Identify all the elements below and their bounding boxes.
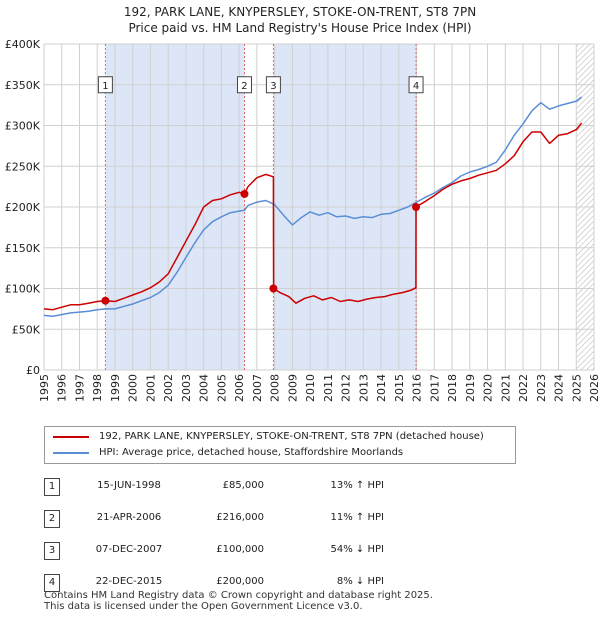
x-tick-label: 2011 [322, 374, 335, 402]
sale-number-box [97, 76, 113, 94]
x-tick-label: 2012 [340, 374, 353, 402]
series-line-hpi [43, 96, 583, 317]
sale-number-label: 1 [102, 81, 108, 92]
x-tick-label: 2014 [375, 374, 388, 402]
sale-date: 07-DEC-2007 [95, 544, 163, 555]
sale-number-badge: 1 [44, 478, 60, 496]
sale-hpi-diff: 8% ↓ HPI [336, 576, 384, 587]
sales-table-row: 4 22-DEC-2015 £200,000 8% ↓ HPI [44, 570, 564, 602]
series-line-property [43, 122, 583, 311]
x-tick-label: 2000 [127, 374, 140, 402]
sale-number-label: 2 [241, 81, 247, 92]
y-tick-label: £150K [5, 242, 41, 255]
footer-licence: This data is licensed under the Open Gov… [44, 601, 363, 612]
x-tick-label: 2015 [393, 374, 406, 402]
y-tick-label: £250K [5, 160, 41, 173]
x-tick-label: 1998 [91, 374, 104, 402]
chart-legend: 192, PARK LANE, KNYPERSLEY, STOKE-ON-TRE… [44, 426, 516, 464]
price-chart: 1 2 3 4 £0 £50K £100K £150K £200K £250K £300K £350… [5, 38, 600, 402]
x-tick-label: 2009 [286, 374, 299, 402]
x-tick-label: 1995 [38, 374, 51, 402]
sale-number-badge: 3 [44, 542, 60, 560]
x-tick-label: 2006 [233, 374, 246, 402]
sale-number-label: 3 [270, 81, 276, 92]
sales-table-row: 3 07-DEC-2007 £100,000 54% ↓ HPI [44, 538, 564, 570]
y-tick-label: £200K [5, 201, 41, 214]
x-tick-label: 2020 [482, 374, 495, 402]
sale-date: 15-JUN-1998 [97, 480, 161, 491]
y-tick-label: £100K [5, 283, 41, 296]
footer: Contains HM Land Registry data © Crown c… [44, 590, 433, 612]
legend-label-property: 192, PARK LANE, KNYPERSLEY, STOKE-ON-TRE… [99, 431, 484, 442]
sale-point [240, 189, 249, 198]
sale-number-box [236, 76, 252, 94]
sale-date: 22-DEC-2015 [95, 576, 163, 587]
x-tick-label: 2017 [428, 374, 441, 402]
sale-date: 21-APR-2006 [96, 512, 162, 523]
x-tick-label: 2004 [198, 374, 211, 402]
x-tick-label: 1999 [109, 374, 122, 402]
legend-swatch-hpi [53, 452, 89, 454]
x-tick-label: 2016 [411, 374, 424, 402]
x-tick-label: 2013 [357, 374, 370, 402]
y-tick-label: £50K [12, 323, 41, 336]
sales-table-row: 2 21-APR-2006 £216,000 11% ↑ HPI [44, 506, 564, 538]
x-tick-label: 2002 [162, 374, 175, 402]
legend-swatch-property [53, 436, 89, 438]
x-tick-label: 1996 [56, 374, 69, 402]
chart-title-line2: Price paid vs. HM Land Registry's House … [128, 21, 472, 35]
x-tick-label: 2026 [588, 374, 600, 402]
sale-number-box [265, 76, 281, 94]
x-tick-label: 2021 [499, 374, 512, 402]
sale-number-badge: 4 [44, 574, 60, 592]
x-tick-label: 2001 [144, 374, 157, 402]
x-tick-label: 2018 [446, 374, 459, 402]
sale-price: £200,000 [216, 576, 264, 587]
x-tick-label: 2005 [215, 374, 228, 402]
sale-point [269, 284, 278, 293]
legend-label-hpi: HPI: Average price, detached house, Staf… [99, 447, 404, 458]
sale-point [101, 296, 110, 305]
sale-price: £85,000 [222, 480, 264, 491]
y-tick-label: £0 [26, 364, 40, 377]
sale-number-badge: 2 [44, 510, 60, 528]
sale-point [412, 203, 421, 211]
sale-price: £216,000 [216, 512, 264, 523]
sale-hpi-diff: 54% ↓ HPI [330, 544, 384, 555]
footer-copyright: Contains HM Land Registry data © Crown c… [44, 590, 433, 601]
x-tick-label: 2023 [535, 374, 548, 402]
sale-number-label: 4 [413, 81, 419, 92]
chart-title-line1: 192, PARK LANE, KNYPERSLEY, STOKE-ON-TRE… [123, 5, 477, 19]
sales-table: 1 15-JUN-1998 £85,000 13% ↑ HPI 2 21-APR… [44, 474, 564, 602]
sale-hpi-diff: 13% ↑ HPI [330, 480, 384, 491]
sale-price: £100,000 [216, 544, 264, 555]
x-tick-label: 2003 [180, 374, 193, 402]
x-tick-label: 2019 [464, 374, 477, 402]
x-tick-label: 2008 [269, 374, 282, 402]
x-tick-label: 2024 [553, 374, 566, 402]
x-tick-label: 1997 [73, 374, 86, 402]
sale-number-box [408, 76, 424, 94]
x-tick-label: 2007 [251, 374, 264, 402]
sales-table-row: 1 15-JUN-1998 £85,000 13% ↑ HPI [44, 474, 564, 506]
x-tick-label: 2022 [517, 374, 530, 402]
x-tick-label: 2025 [570, 374, 583, 402]
x-tick-label: 2010 [304, 374, 317, 402]
y-tick-label: £400K [5, 38, 41, 51]
sale-hpi-diff: 11% ↑ HPI [330, 512, 384, 523]
y-tick-label: £300K [5, 120, 41, 133]
y-tick-label: £350K [5, 79, 41, 92]
